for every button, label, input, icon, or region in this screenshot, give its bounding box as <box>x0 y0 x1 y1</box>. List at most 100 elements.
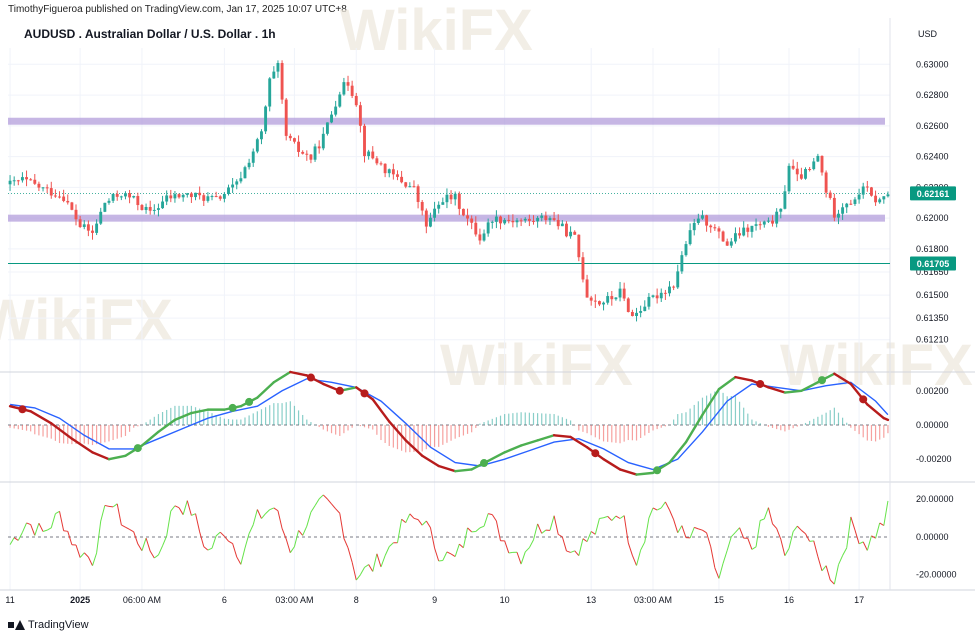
candle <box>86 220 90 237</box>
candle <box>412 180 416 188</box>
oscillator-segment <box>603 515 608 519</box>
level-bands <box>8 117 890 265</box>
candle <box>643 300 647 312</box>
candle <box>78 215 82 229</box>
time-tick-label: 2025 <box>70 595 90 605</box>
candle <box>62 189 66 203</box>
macd-line-segment <box>91 451 111 461</box>
candle <box>45 184 49 194</box>
cross-dot <box>245 397 254 406</box>
candle <box>235 179 239 190</box>
oscillator-segment <box>46 527 52 531</box>
macd-line-segment <box>552 434 572 439</box>
candle <box>766 217 770 223</box>
macd-line-segment <box>272 370 292 384</box>
oscillator-segment <box>359 567 365 576</box>
oscillator-segment <box>763 507 769 520</box>
oscillator-segment <box>79 552 85 558</box>
oscillator-segment <box>557 533 563 538</box>
candle-body <box>20 177 24 181</box>
candle-body <box>119 196 123 198</box>
candle-body <box>626 298 630 312</box>
candle <box>449 190 453 205</box>
candle <box>775 208 779 228</box>
grid-layer <box>0 18 975 591</box>
candle-body <box>420 201 424 211</box>
candle-body <box>589 297 593 301</box>
oscillator-segment <box>199 531 205 547</box>
candle-body <box>692 222 696 231</box>
candle <box>264 105 268 135</box>
candle-body <box>717 228 721 232</box>
tradingview-logo[interactable]: TradingView <box>8 619 89 631</box>
oscillator-segment <box>821 565 827 572</box>
candle-body <box>663 292 667 294</box>
candle <box>750 225 754 238</box>
macd-line-segment <box>684 413 704 444</box>
candle-body <box>507 219 511 221</box>
oscillator-segment <box>63 530 68 532</box>
candle <box>408 182 412 188</box>
candle <box>383 163 387 178</box>
price-tick-label: 0.62000 <box>916 213 949 223</box>
time-tick-label: 15 <box>714 595 724 605</box>
oscillator-tick-label: -20.00000 <box>916 570 957 580</box>
candle <box>128 189 132 204</box>
candle-body <box>449 194 453 200</box>
candle-body <box>33 179 37 184</box>
candle <box>70 201 74 211</box>
candle <box>552 212 556 222</box>
candle <box>832 193 836 222</box>
cross-dot <box>591 449 600 458</box>
candle <box>453 191 457 206</box>
candle-body <box>577 234 581 258</box>
macd-line-segment <box>569 435 589 449</box>
candle-body <box>606 296 610 303</box>
time-tick-label: 13 <box>586 595 596 605</box>
oscillator-segment <box>776 528 782 540</box>
candle <box>490 220 494 229</box>
candle <box>688 223 692 246</box>
oscillator-segment <box>116 503 122 525</box>
candle-body <box>433 208 437 218</box>
oscillator-segment <box>92 552 98 566</box>
watermark-layer: WikiFX WikiFX WikiFX WikiFX <box>0 0 973 398</box>
candle-body <box>74 209 78 220</box>
candle <box>429 212 432 228</box>
candle <box>569 226 573 239</box>
candle <box>548 216 552 226</box>
candle <box>354 92 358 107</box>
oscillator-segment <box>706 532 712 547</box>
candle-body <box>602 302 605 305</box>
candle-body <box>86 224 90 231</box>
candle-body <box>738 233 742 236</box>
candle <box>828 190 832 200</box>
candle-body <box>874 195 878 203</box>
candle <box>12 176 16 186</box>
oscillator-segment <box>694 526 699 530</box>
candle <box>729 238 733 248</box>
candle-body <box>453 193 457 200</box>
candle-body <box>309 154 313 160</box>
candle-body <box>791 165 795 169</box>
oscillator-segment <box>9 537 15 545</box>
candle-body <box>321 133 325 149</box>
candle <box>717 226 721 239</box>
candle <box>243 165 247 179</box>
oscillator-segment <box>528 539 534 548</box>
candle <box>181 193 185 202</box>
candle-body <box>255 139 259 152</box>
candle <box>420 199 424 216</box>
macd-line-segment <box>388 420 407 442</box>
candle <box>680 251 684 274</box>
price-tick-label: 0.63000 <box>916 59 949 69</box>
candle <box>293 137 296 144</box>
oscillator-segment <box>467 527 473 533</box>
macd-line-segment <box>734 375 754 382</box>
candle <box>177 193 181 199</box>
candle <box>499 215 502 230</box>
macd-line-segment <box>618 468 638 476</box>
oscillator-segment <box>244 533 250 549</box>
candle-body <box>552 218 556 220</box>
